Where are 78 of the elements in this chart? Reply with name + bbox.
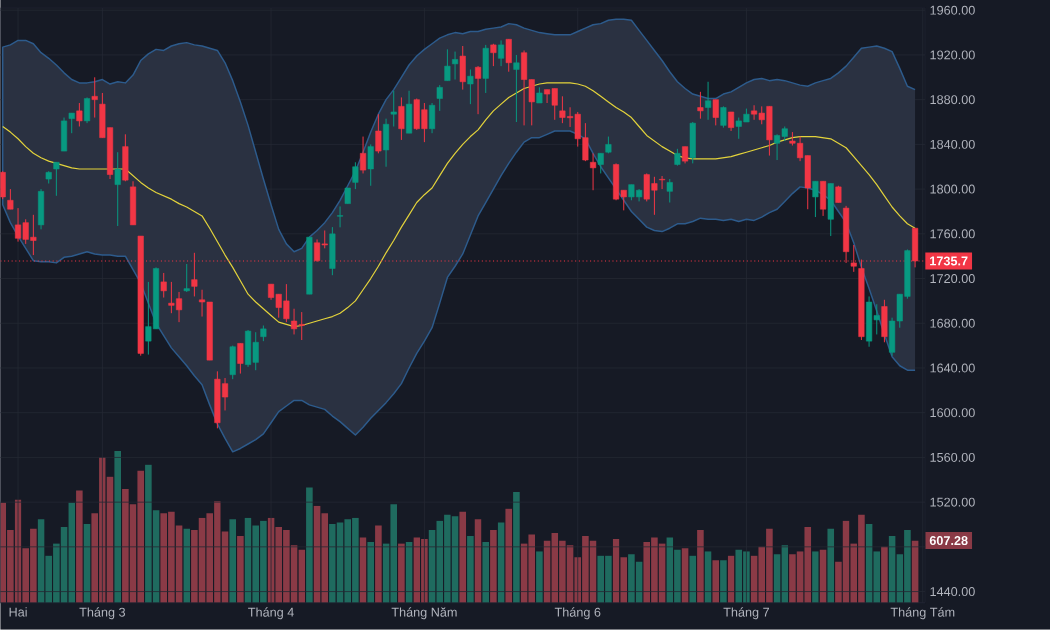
- bar: [827, 528, 835, 603]
- candlestick: [728, 111, 735, 132]
- candlestick: [7, 188, 14, 210]
- bar: [229, 519, 237, 603]
- bar: [375, 525, 382, 603]
- candlestick: [160, 272, 167, 299]
- bar: [697, 530, 704, 603]
- y-tick-label: 1920.00: [930, 50, 975, 60]
- candlestick: [429, 102, 436, 134]
- y-tick-label: 1800.00: [930, 184, 975, 194]
- candlestick: [452, 51, 459, 81]
- y-tick-label: 1440.00: [930, 587, 975, 597]
- x-tick-label: Hai: [9, 607, 27, 617]
- candlestick: [597, 152, 604, 175]
- candlestick: [812, 180, 819, 218]
- text: 607.28: [929, 536, 968, 546]
- bar: [237, 536, 244, 603]
- y-tick-label: 1720.00: [930, 274, 975, 284]
- candlestick: [467, 69, 474, 105]
- x-tick-label: Tháng Năm: [391, 607, 457, 620]
- y-tick-label: 1680.00: [930, 318, 975, 328]
- bar: [513, 492, 520, 603]
- bar: [482, 542, 490, 603]
- bar: [490, 530, 497, 603]
- candlestick: [367, 144, 374, 187]
- bar: [459, 511, 467, 603]
- y-tick-label: 1760.00: [930, 229, 975, 239]
- candlestick: [76, 102, 83, 128]
- bar: [467, 536, 474, 603]
- candlestick: [84, 97, 91, 124]
- candlestick: [697, 91, 704, 120]
- x-tick-label: Tháng 3: [79, 607, 126, 620]
- candlestick: [390, 90, 397, 128]
- y-tick-label: 1840.00: [930, 140, 975, 149]
- ref-line-label: 1735.7: [930, 256, 968, 266]
- candlestick: [498, 40, 505, 67]
- candlestick: [590, 152, 597, 191]
- x-tick-label: Tháng 6: [554, 607, 601, 620]
- bar: [398, 543, 405, 603]
- candlestick: [375, 113, 382, 154]
- bar: [720, 560, 727, 603]
- y-tick-label: 1880.00: [930, 95, 975, 105]
- candlestick: [91, 76, 98, 119]
- x-tick-label: Tháng 4: [248, 607, 294, 620]
- candlestick: [659, 175, 666, 190]
- candlestick: [475, 65, 482, 115]
- candlestick: [436, 84, 443, 112]
- x-tick-label: Tháng 7: [723, 607, 769, 620]
- bar: [536, 551, 543, 603]
- y-tick-label: 1600.00: [930, 408, 975, 418]
- bar: [306, 487, 313, 603]
- y-tick-label: 1960.00: [930, 5, 975, 15]
- y-tick-label: 1560.00: [930, 453, 975, 463]
- candlestick: [337, 206, 344, 228]
- candlestick: [705, 81, 712, 121]
- candlestick: [398, 97, 405, 141]
- candlestick: [237, 343, 244, 375]
- y-tick-label: 1640.00: [930, 363, 975, 373]
- candlestick: [53, 161, 60, 197]
- candlestick: [720, 106, 727, 129]
- candlestick: [114, 151, 121, 227]
- candlestick: [183, 263, 190, 293]
- bar: [505, 508, 513, 603]
- candlestick: [505, 38, 512, 73]
- candlestick: [352, 161, 359, 190]
- bar: [367, 542, 375, 603]
- candlestick: [360, 136, 367, 175]
- candlestick: [513, 54, 520, 123]
- bar: [689, 555, 697, 603]
- candlestick: [68, 112, 75, 134]
- x-tick-label: Tháng Tám: [890, 607, 955, 620]
- y-tick-label: 1520.00: [930, 497, 975, 507]
- candlestick: [444, 48, 451, 82]
- bar: [712, 560, 720, 603]
- bar: [881, 546, 888, 603]
- candlestick: [666, 178, 673, 204]
- bar: [114, 451, 122, 603]
- candlestick: [712, 99, 719, 126]
